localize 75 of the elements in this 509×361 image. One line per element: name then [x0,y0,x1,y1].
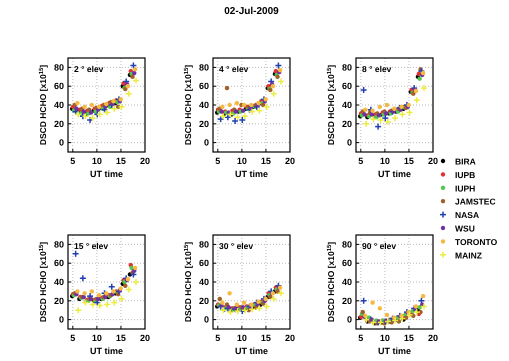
x-tick-label: 10 [380,156,390,166]
x-tick-label: 10 [92,156,102,166]
annotation: 90 ° elev [362,241,396,251]
legend-label: WSU [455,224,475,234]
y-tick-label: 60 [342,81,352,92]
y-tick-label: 80 [198,62,209,72]
x-tick-label: 10 [236,333,247,343]
y-tick-label: 60 [54,258,64,268]
annotation: 2 ° elev [74,64,104,74]
legend-label: TORONTO [455,236,498,247]
y-tick-label: 40 [54,277,64,287]
y-tick-label: 60 [198,258,209,268]
y-tick-label: 40 [198,100,209,110]
legend-label: MAINZ [455,250,482,260]
x-tick-label: 5 [70,333,76,343]
y-tick-label: 40 [198,277,209,287]
y-tick-label: 80 [342,62,352,72]
x-axis-title: UT time [90,346,124,356]
annotation: 4 ° elev [219,64,249,74]
x-axis-title: UT time [234,169,268,179]
annotation: 30 ° elev [219,241,254,251]
y-tick-label: 40 [342,100,352,110]
x-axis-title: UT time [378,346,412,356]
y-tick-label: 20 [198,118,209,129]
y-tick-label: 20 [342,296,352,306]
y-tick-label: 20 [198,296,209,306]
y-tick-label: 60 [198,81,209,92]
x-tick-label: 5 [215,156,220,166]
x-tick-label: 5 [358,156,364,166]
x-tick-label: 5 [358,333,364,343]
x-tick-label: 20 [140,333,150,343]
y-tick-label: 0 [58,138,64,148]
x-tick-label: 15 [404,156,414,166]
legend-label: JAMSTEC [455,196,496,207]
x-tick-label: 20 [428,156,438,166]
x-tick-label: 20 [284,156,296,166]
x-tick-label: 15 [404,333,414,343]
x-tick-label: 15 [116,333,126,343]
x-tick-label: 20 [284,333,296,343]
y-tick-label: 20 [54,118,64,129]
y-tick-label: 0 [346,138,352,148]
x-tick-label: 15 [116,156,126,166]
y-tick-label: 0 [204,314,209,325]
y-tick-label: 20 [342,118,352,129]
y-tick-label: 80 [54,239,64,250]
y-tick-label: 60 [342,258,352,268]
legend-label: NASA [455,210,480,220]
y-tick-label: 0 [204,138,209,148]
x-axis-title: UT time [378,169,412,179]
y-tick-label: 0 [346,314,352,325]
x-tick-label: 20 [428,333,438,343]
x-tick-label: 15 [260,156,271,166]
x-tick-label: 10 [380,333,390,343]
legend-label: BIRA [455,156,476,166]
y-tick-label: 0 [58,314,64,325]
x-tick-label: 5 [70,156,76,166]
legend-label: IUPH [455,183,476,194]
y-tick-label: 80 [342,239,352,250]
annotation: 8 ° elev [362,64,392,74]
x-tick-label: 10 [236,156,247,166]
legend-label: IUPB [455,170,476,180]
y-tick-label: 60 [54,81,64,92]
chart-title: 02-Jul-2009 [224,6,280,17]
x-tick-label: 5 [215,333,220,343]
x-tick-label: 10 [92,333,102,343]
x-axis-title: UT time [234,346,268,356]
y-tick-label: 80 [54,62,64,72]
x-tick-label: 15 [260,333,271,343]
annotation: 15 ° elev [74,241,108,251]
y-tick-label: 20 [54,296,64,306]
y-tick-label: 80 [198,239,209,250]
x-axis-title: UT time [90,169,124,179]
x-tick-label: 20 [140,156,150,166]
y-tick-label: 40 [54,100,64,110]
y-tick-label: 40 [342,277,352,287]
